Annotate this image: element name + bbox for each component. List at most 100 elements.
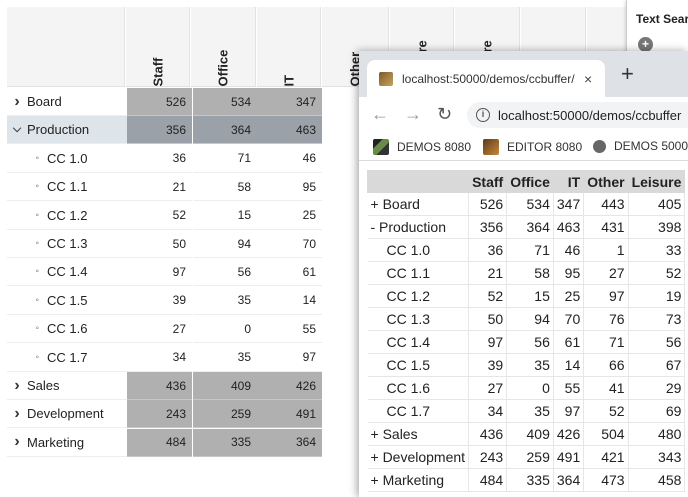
grid-value-cell[interactable]: 25 [257,202,322,230]
site-info-icon[interactable]: i [476,108,490,122]
cost-center-table: Staff Office IT Other Leisure + Board 526 534 3… [366,170,686,492]
grid-child-row[interactable]: ◦ CC 1.7 34 35 97 [7,344,688,372]
grid-row-label-cell[interactable]: ◦ CC 1.0 [7,145,127,173]
grid-value-cell[interactable]: 14 [257,287,322,315]
grid-row-label-cell[interactable]: ◦ CC 1.2 [7,202,127,230]
grid-group-row[interactable]: › Marketing 484 335 364 [7,428,688,457]
table-cell: 95 [553,261,585,285]
grid-child-row[interactable]: ◦ CC 1.5 39 35 14 [7,287,688,315]
back-arrow-icon[interactable]: ← [371,104,389,124]
grid-value-cell[interactable]: 356 [127,116,192,145]
forward-arrow-icon[interactable]: → [404,104,422,124]
grid-row-label-cell[interactable]: ◦ CC 1.1 [7,173,127,202]
grid-column-header[interactable]: Staff [126,7,190,87]
chevron-right-icon[interactable]: › [14,376,20,394]
grid-value-cell[interactable]: 36 [127,145,192,173]
table-group-toggle[interactable]: + Sales [367,422,470,446]
grid-value-cell[interactable]: 426 [257,372,322,400]
grid-value-cell[interactable]: 27 [127,315,192,344]
grid-child-row[interactable]: ◦ CC 1.0 36 71 46 [7,145,688,173]
grid-value-cell[interactable]: 436 [127,372,192,400]
grid-row-label-cell[interactable]: › Sales [7,372,127,400]
chevron-right-icon[interactable]: › [14,433,20,451]
table-column-header: Leisure [627,170,686,193]
grid-group-row[interactable]: › Development 243 259 491 [7,400,688,429]
text-search-panel[interactable]: Text Sear + [626,0,688,60]
grid-column-header[interactable]: Office [191,7,256,87]
bookmark-demos-50000[interactable]: DEMOS 50000 [593,139,688,153]
grid-value-cell[interactable]: 463 [257,116,322,145]
tab-close-icon[interactable]: × [584,70,593,87]
table-cell: 67 [628,353,686,377]
grid-row-label-cell[interactable]: ⌵ Production [7,116,127,145]
grid-value-cell[interactable]: 484 [127,428,192,457]
bookmark-demos-8080[interactable]: DEMOS 8080 [373,139,471,155]
grid-value-cell[interactable]: 491 [257,400,322,429]
grid-value-cell[interactable]: 95 [257,173,322,202]
grid-value-cell[interactable]: 35 [193,287,257,315]
grid-child-row[interactable]: ◦ CC 1.4 97 56 61 [7,258,688,287]
browser-tab-active[interactable]: localhost:50000/demos/ccbuffer/ × [367,60,605,97]
table-group-toggle[interactable]: + Development [367,445,470,469]
grid-child-row[interactable]: ◦ CC 1.6 27 0 55 [7,315,688,344]
grid-row-label-cell[interactable]: ◦ CC 1.6 [7,315,127,344]
grid-value-cell[interactable]: 70 [257,230,322,258]
grid-value-cell[interactable]: 55 [257,315,322,344]
grid-row-label-cell[interactable]: › Marketing [7,429,127,457]
grid-row-label-cell[interactable]: ◦ CC 1.3 [7,230,127,258]
grid-value-cell[interactable]: 71 [193,145,257,173]
grid-value-cell[interactable]: 409 [193,372,257,400]
grid-value-cell[interactable]: 58 [193,173,257,202]
grid-row-label-cell[interactable]: ◦ CC 1.4 [7,258,127,287]
grid-value-cell[interactable]: 35 [193,344,257,372]
reload-icon[interactable]: ↻ [437,104,453,124]
grid-row-label-cell[interactable]: › Development [7,400,127,429]
grid-value-cell[interactable]: 243 [127,400,192,429]
grid-value-cell[interactable]: 534 [193,88,257,116]
chevron-right-icon[interactable]: › [14,404,20,422]
grid-child-row[interactable]: ◦ CC 1.1 21 58 95 [7,173,688,202]
grid-row-label-cell[interactable]: › Board [7,88,127,116]
grid-value-cell[interactable]: 259 [193,400,257,429]
table-cell: 39 [468,353,508,377]
grid-value-cell[interactable]: 15 [193,202,257,230]
grid-value-cell[interactable]: 97 [127,258,192,287]
address-bar[interactable]: i localhost:50000/demos/ccbuffer [467,102,688,128]
grid-value-cell[interactable]: 34 [127,344,192,372]
grid-group-row[interactable]: › Sales 436 409 426 [7,372,688,400]
table-group-toggle[interactable]: - Production [367,215,470,239]
grid-value-cell[interactable]: 526 [127,88,192,116]
grid-value-cell[interactable]: 21 [127,173,192,202]
table-cell: 35 [506,353,554,377]
table-group-toggle[interactable]: + Marketing [367,468,470,492]
chevron-down-icon[interactable]: ⌵ [12,123,22,136]
grid-value-cell[interactable]: 97 [257,344,322,372]
grid-value-cell[interactable]: 0 [193,315,257,344]
table-group-toggle[interactable]: + Board [367,192,470,216]
grid-value-cell[interactable]: 52 [127,202,192,230]
grid-column-header[interactable]: IT [257,7,321,87]
grid-child-row[interactable]: ◦ CC 1.3 50 94 70 [7,230,688,258]
table-row: CC 1.1 21 58 95 27 52 [367,261,686,285]
grid-group-row[interactable]: ⌵ Production 356 364 463 [7,116,688,145]
grid-value-cell[interactable]: 50 [127,230,192,258]
grid-value-cell[interactable]: 39 [127,287,192,315]
grid-group-row[interactable]: › Board 526 534 347 [7,88,688,116]
grid-row-label-cell[interactable]: ◦ CC 1.7 [7,344,127,372]
grid-value-cell[interactable]: 56 [193,258,257,287]
address-url[interactable]: localhost:50000/demos/ccbuffer [498,107,682,123]
plus-circle-icon[interactable]: + [638,37,653,52]
bookmark-editor-8080[interactable]: EDITOR 8080 [483,139,582,155]
grid-value-cell[interactable]: 61 [257,258,322,287]
grid-value-cell[interactable]: 335 [193,428,257,457]
grid-value-cell[interactable]: 46 [257,145,322,173]
grid-value-cell[interactable]: 347 [257,88,322,116]
grid-value-cell[interactable]: 364 [193,116,257,145]
browser-window: localhost:50000/demos/ccbuffer/ × + ← → … [359,51,688,497]
grid-value-cell[interactable]: 94 [193,230,257,258]
grid-value-cell[interactable]: 364 [257,428,322,457]
new-tab-button[interactable]: + [621,61,634,86]
chevron-right-icon[interactable]: › [14,92,20,110]
grid-row-label-cell[interactable]: ◦ CC 1.5 [7,287,127,315]
grid-child-row[interactable]: ◦ CC 1.2 52 15 25 [7,202,688,230]
